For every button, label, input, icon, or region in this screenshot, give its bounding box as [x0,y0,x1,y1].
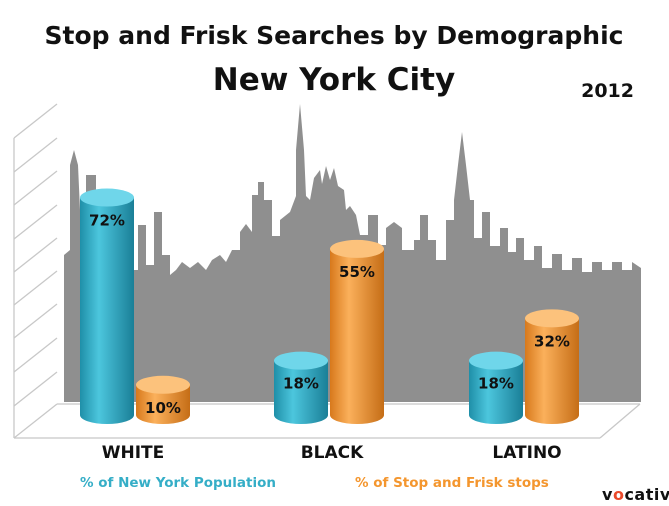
category-label-black: BLACK [301,443,364,463]
bar-body [469,360,523,424]
bar-body [274,360,328,424]
bars: 72% 18% 18% 10% 55% 32% [80,188,579,424]
category-label-white: WHITE [102,443,165,463]
chart-year: 2012 [581,80,634,102]
category-label-latino: LATINO [492,443,561,463]
bar-top [469,351,523,370]
vocativ-logo: vocativ [602,485,669,504]
legend-population: % of New York Population [80,475,276,491]
bar-black-series-2: 55% [330,239,384,424]
data-label: 10% [145,399,181,417]
bar-white-series-2: 10% [136,375,190,424]
data-label: 18% [283,375,319,393]
bar-top [136,375,190,394]
chart-subtitle: New York City [213,62,455,98]
bar-black-series-1: 18% [274,351,328,424]
data-label: 55% [339,263,375,281]
legend-stops: % of Stop and Frisk stops [355,475,549,491]
bar-body [330,248,384,424]
data-label: 18% [478,375,514,393]
bar-latino-series-1: 18% [469,351,523,424]
bar-white-series-1: 72% [80,188,134,424]
bar-top [525,309,579,328]
data-label: 32% [534,332,570,350]
bar-top [330,239,384,258]
data-label: 72% [89,212,125,230]
bar-latino-series-2: 32% [525,309,579,424]
bar-body [525,318,579,424]
bar-body [136,384,190,424]
bar-top [274,351,328,370]
bar-top [80,188,134,207]
chart-title: Stop and Frisk Searches by Demographic [45,21,624,50]
bar-body [80,197,134,424]
